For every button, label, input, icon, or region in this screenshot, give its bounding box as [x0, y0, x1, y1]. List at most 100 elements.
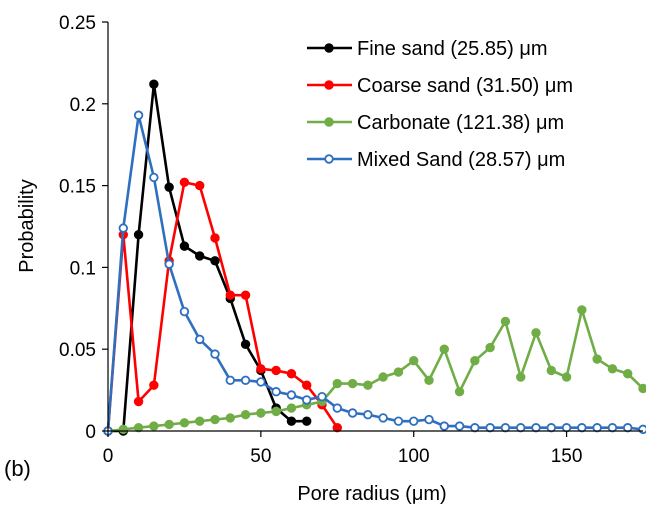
y-tick-label: 0.15: [59, 177, 96, 198]
data-point: [500, 423, 511, 433]
data-point: [256, 408, 266, 418]
data-point: [470, 355, 480, 366]
data-point: [607, 364, 618, 374]
data-point: [393, 367, 404, 377]
data-point: [546, 423, 556, 433]
legend-label: Carbonate (121.38) μm: [357, 112, 564, 134]
data-point: [409, 355, 419, 366]
data-point: [256, 377, 266, 387]
y-axis-title: Probability: [16, 179, 38, 272]
data-point: [210, 256, 220, 266]
data-point: [286, 416, 297, 426]
data-point: [240, 409, 251, 420]
data-point: [195, 334, 205, 345]
data-point: [485, 423, 495, 433]
data-point: [225, 290, 235, 300]
data-point: [577, 305, 587, 315]
legend-marker: [324, 154, 334, 164]
x-axis-title: Pore radius (μm): [297, 483, 446, 505]
data-point: [240, 339, 251, 349]
y-tick-label: 0.25: [59, 13, 96, 34]
data-point: [225, 375, 235, 385]
data-point: [485, 342, 495, 353]
data-point: [164, 182, 174, 192]
data-point: [577, 423, 587, 433]
data-point: [240, 290, 251, 300]
data-point: [531, 423, 541, 433]
data-point: [638, 424, 646, 435]
data-point: [500, 316, 511, 327]
y-tick-label: 0.2: [70, 95, 96, 116]
data-point: [516, 423, 526, 433]
y-tick-label: 0.05: [59, 340, 96, 361]
series-layer: [103, 79, 646, 436]
data-point: [133, 423, 144, 433]
data-point: [195, 416, 205, 426]
data-point: [470, 423, 480, 433]
data-point: [149, 421, 159, 431]
legend-item: Fine sand (25.85) μm: [307, 38, 548, 60]
data-point: [225, 413, 235, 423]
data-point: [607, 423, 618, 433]
data-point: [149, 172, 159, 183]
data-point: [439, 421, 449, 431]
data-point: [118, 223, 128, 233]
legend-label: Fine sand (25.85) μm: [357, 38, 548, 60]
data-point: [332, 378, 342, 389]
data-point: [623, 369, 633, 379]
data-point: [332, 423, 342, 433]
data-point: [347, 408, 358, 418]
data-point: [623, 423, 633, 433]
data-point: [424, 375, 434, 385]
data-point: [454, 387, 465, 397]
legend-marker: [324, 117, 334, 127]
ticks-layer: 0 0.05 0.1 0.15 0.2 0.25 0 50 100 150: [59, 13, 582, 467]
data-point: [118, 424, 128, 435]
data-point: [317, 391, 327, 402]
data-point: [439, 344, 449, 354]
data-point: [210, 233, 220, 243]
data-point: [454, 421, 465, 431]
legend-label: Mixed Sand (28.57) μm: [357, 149, 565, 171]
legend-item: Carbonate (121.38) μm: [307, 112, 564, 134]
data-point: [179, 306, 190, 317]
legend-label: Coarse sand (31.50) μm: [357, 75, 573, 97]
axes-layer: [107, 22, 643, 432]
data-point: [179, 241, 190, 251]
data-point: [531, 328, 541, 338]
data-point: [363, 380, 373, 390]
data-point: [133, 229, 144, 240]
y-tick-label: 0: [85, 422, 96, 443]
data-point: [424, 414, 434, 425]
x-tick-label: 150: [551, 446, 583, 467]
data-point: [592, 423, 602, 433]
data-point: [302, 416, 312, 426]
legend-marker: [324, 43, 334, 53]
data-point: [164, 259, 174, 269]
series-line: [106, 181, 339, 432]
data-point: [286, 403, 297, 413]
data-point: [149, 79, 159, 89]
data-point: [256, 364, 266, 374]
data-point: [240, 375, 251, 385]
data-point: [179, 418, 190, 428]
data-point: [561, 372, 572, 382]
series-line: [107, 308, 644, 433]
data-point: [363, 409, 373, 420]
series-4: [103, 110, 646, 436]
data-point: [179, 177, 190, 188]
data-point: [638, 383, 646, 394]
data-point: [378, 413, 388, 423]
data-point: [286, 390, 297, 400]
legend: Fine sand (25.85) μm Coarse sand (31.50) …: [307, 38, 573, 171]
data-point: [347, 378, 358, 389]
data-point: [133, 396, 144, 407]
legend-item: Coarse sand (31.50) μm: [307, 75, 573, 97]
data-point: [592, 354, 602, 364]
data-point: [546, 365, 556, 376]
panel-label: (b): [4, 456, 31, 481]
data-point: [271, 365, 281, 376]
data-point: [332, 403, 342, 413]
data-point: [195, 251, 205, 261]
